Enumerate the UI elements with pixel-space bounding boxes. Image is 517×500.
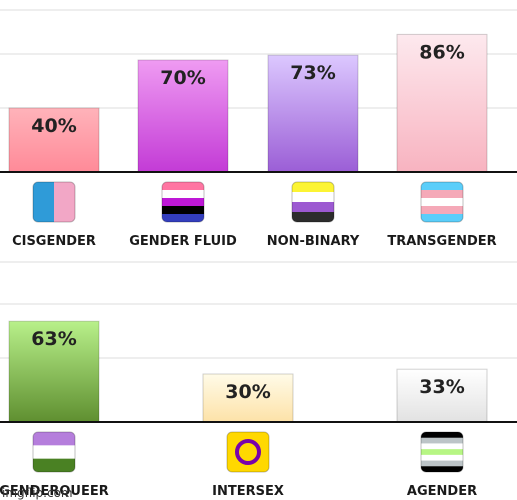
category-label: GENDER FLUID [129, 234, 237, 249]
data-label: 40% [31, 115, 76, 137]
intersex-flag-icon [226, 431, 270, 473]
transgender-flag-icon [420, 181, 464, 223]
bar-cisgender [8, 107, 100, 173]
cisgender-flag-icon [32, 181, 76, 223]
chart-1-bars: 40% CISGENDER 70% GENDER FLUID 73% NON-BINARY… [0, 33, 517, 249]
chart-2-bars: 63% GENDERQUEER 30% INTERSEX 33% AGENDER [0, 320, 517, 499]
category-label: CISGENDER [12, 234, 96, 249]
bar-non-binary [267, 54, 359, 173]
bar-genderqueer [8, 320, 100, 423]
data-label: 30% [225, 381, 270, 403]
data-label: 63% [31, 328, 76, 350]
category-label: AGENDER [407, 484, 477, 499]
category-label: TRANSGENDER [387, 234, 496, 249]
bar-gender-fluid [137, 59, 229, 173]
gender-fluid-flag-icon [161, 181, 205, 223]
watermark: imgflip.com [2, 486, 73, 500]
category-label: NON-BINARY [267, 234, 360, 249]
bar-intersex [202, 373, 294, 423]
agender-flag-icon [420, 431, 464, 473]
category-label: INTERSEX [212, 484, 284, 499]
data-label: 73% [290, 62, 335, 84]
data-label: 33% [419, 376, 464, 398]
bar-agender [396, 368, 488, 423]
flag-icons [32, 181, 464, 473]
non-binary-flag-icon [291, 181, 335, 223]
data-label: 70% [160, 67, 205, 89]
genderqueer-flag-icon [32, 431, 76, 473]
category-label: GENDERQUEER [0, 484, 109, 499]
data-label: 86% [419, 41, 464, 63]
